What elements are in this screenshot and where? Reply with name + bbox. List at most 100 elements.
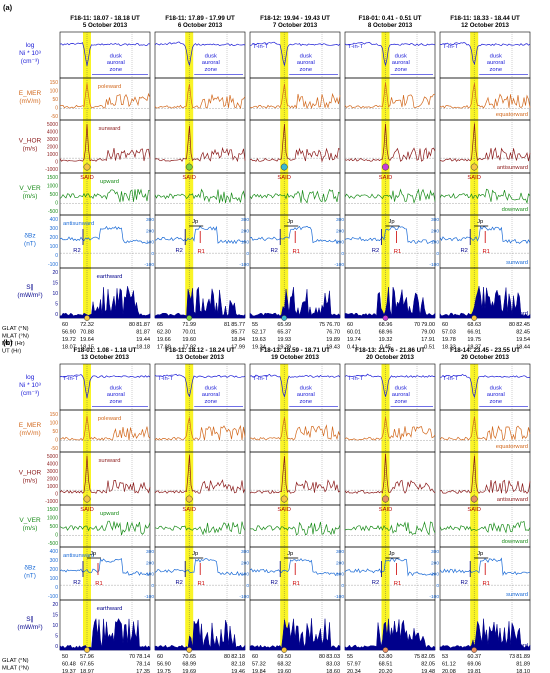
annotation-r2: R2 bbox=[372, 248, 379, 254]
subplot-frame bbox=[154, 451, 246, 506]
annotation-zone: zone bbox=[205, 399, 218, 405]
y-tick-label: 150 bbox=[50, 80, 59, 86]
series-line-1 bbox=[344, 417, 436, 441]
annotation-r1: R1 bbox=[292, 249, 299, 255]
glat-tick: 70.65 bbox=[182, 654, 196, 660]
series-line-2 bbox=[249, 123, 341, 163]
coord-value: 61.12 bbox=[442, 662, 456, 668]
annotation-antisunward-db: antisunward bbox=[63, 553, 94, 559]
coord-value: 19.32 bbox=[379, 337, 393, 343]
y-tick-label: 0 bbox=[436, 583, 439, 589]
coord-value: 70.01 bbox=[182, 330, 196, 336]
annotation-tint: T-in-T bbox=[253, 376, 269, 382]
coord-value: 69.06 bbox=[467, 662, 481, 668]
coord-value: 18.07 bbox=[62, 345, 76, 351]
coord-value: 19.60 bbox=[277, 669, 291, 673]
glat-end: 82.45 bbox=[516, 322, 530, 328]
panel-subtitle: 20 October 2013 bbox=[366, 354, 414, 361]
y-tick-label: 0 bbox=[55, 106, 58, 112]
coord-value: 19.37 bbox=[62, 669, 76, 673]
annotation-jp: Jp bbox=[90, 551, 96, 557]
coord-value: 19.34 bbox=[252, 345, 266, 351]
annotation-zone: zone bbox=[490, 67, 503, 73]
y-tick-label: 200 bbox=[431, 560, 439, 566]
annotation-jp: Jp bbox=[192, 219, 198, 225]
y-tick-label: 0 bbox=[55, 585, 58, 591]
coord-value: 83.03 bbox=[326, 662, 340, 668]
said-marker-bottom bbox=[281, 647, 288, 653]
y-tick-label: 100 bbox=[336, 572, 344, 578]
panel-subtitle: 13 October 2013 bbox=[81, 354, 129, 361]
series-line-2 bbox=[249, 456, 341, 494]
annotation-r1: R1 bbox=[394, 249, 401, 255]
coord-value: 19.43 bbox=[326, 345, 340, 351]
coord-value: 19.72 bbox=[62, 337, 76, 343]
panel-title: F18-01: 0.41 - 0.51 UT bbox=[359, 15, 422, 22]
glat-tick: 73 bbox=[509, 654, 515, 660]
coord-value: 19.64 bbox=[80, 337, 94, 343]
annotation-upward: upward bbox=[100, 179, 119, 185]
subplot-frame bbox=[249, 119, 341, 174]
annotation-r1: R1 bbox=[482, 581, 489, 587]
annotation-zone: zone bbox=[300, 67, 313, 73]
said-marker bbox=[382, 495, 389, 503]
series-s-area bbox=[154, 286, 246, 319]
row-label-2-a: (m/s) bbox=[23, 146, 38, 153]
coord-value: 19.39 bbox=[277, 345, 291, 351]
glat-tick: 63.80 bbox=[379, 654, 393, 660]
series-line-1 bbox=[249, 417, 341, 441]
y-tick-label: 5 bbox=[55, 302, 58, 308]
said-marker bbox=[470, 163, 478, 171]
coord-value: 18.33 bbox=[442, 345, 456, 351]
coord-value: 52.17 bbox=[252, 330, 266, 336]
series-s-area bbox=[439, 286, 531, 319]
series-line-3 bbox=[154, 521, 246, 536]
y-tick-label: 0 bbox=[55, 312, 58, 318]
annotation-jp: Jp bbox=[287, 219, 293, 225]
annotation-earthward: earthward bbox=[97, 606, 123, 612]
annotation-dusk: dusk bbox=[490, 53, 502, 59]
annotation-r2: R2 bbox=[372, 580, 379, 586]
subplot-frame bbox=[249, 363, 341, 411]
row-label-0-b: (cm⁻³) bbox=[21, 390, 40, 397]
subplot-frame bbox=[154, 119, 246, 174]
annotation-antiearthward: antiearthward bbox=[493, 643, 528, 649]
annotation-antiearthward: antiearthward bbox=[493, 311, 528, 317]
annotation-r1: R1 bbox=[292, 581, 299, 587]
subplot-frame bbox=[249, 409, 341, 453]
said-marker-bottom bbox=[186, 315, 193, 321]
annotation-upward: upward bbox=[100, 511, 119, 517]
axis-label-3-a: UT (Hr) bbox=[2, 349, 21, 355]
glat-tick: 72.32 bbox=[80, 322, 94, 328]
series-line-2 bbox=[439, 455, 531, 494]
annotation-sunward-db: sunward bbox=[506, 592, 528, 598]
said-marker-bottom bbox=[382, 647, 389, 653]
annotation-r1: R1 bbox=[482, 249, 489, 255]
coord-value: 19.63 bbox=[252, 337, 266, 343]
annotation-r1: R1 bbox=[394, 581, 401, 587]
row-label-0-b: log bbox=[26, 374, 35, 381]
annotation-dusk: dusk bbox=[205, 385, 217, 391]
y-tick-label: -500 bbox=[48, 541, 58, 547]
y-tick-label: 1500 bbox=[47, 175, 58, 181]
y-tick-label: 400 bbox=[50, 549, 59, 555]
y-tick-label: -1000 bbox=[45, 167, 58, 173]
panel-subtitle: 7 October 2013 bbox=[273, 22, 318, 29]
y-tick-label: 0 bbox=[55, 644, 58, 650]
y-tick-label: 0 bbox=[246, 583, 249, 589]
glat-tick: 55 bbox=[252, 322, 258, 328]
subplot-frame bbox=[344, 77, 436, 121]
y-tick-label: 0 bbox=[436, 251, 439, 257]
coord-value: 66.91 bbox=[467, 330, 481, 336]
row-label-5-b: S∥ bbox=[26, 615, 34, 623]
coord-value: 60.48 bbox=[62, 662, 76, 668]
y-tick-label: 0 bbox=[341, 251, 344, 257]
y-tick-label: 200 bbox=[146, 228, 154, 234]
y-tick-label: 100 bbox=[336, 240, 344, 246]
row-label-1-a: E_MER bbox=[19, 90, 42, 97]
annotation-auroral: auroral bbox=[202, 392, 220, 398]
annotation-tint: T-in-T bbox=[348, 376, 364, 382]
said-marker-bottom bbox=[84, 647, 90, 653]
annotation-r2: R2 bbox=[460, 580, 467, 586]
